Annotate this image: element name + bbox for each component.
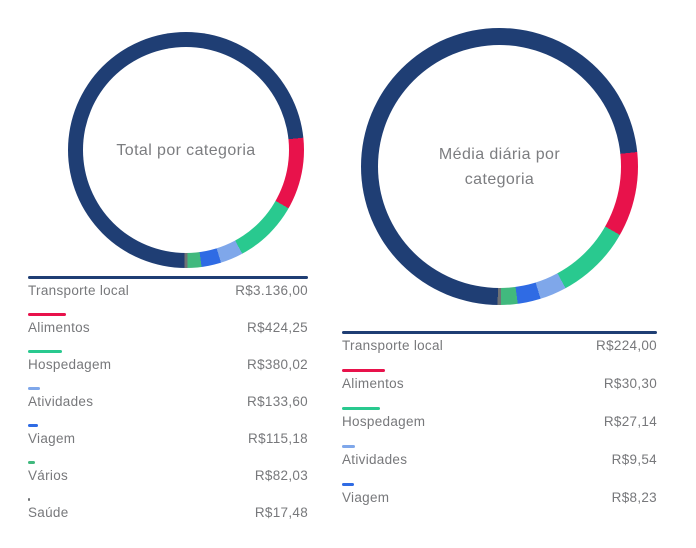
- legend-swatch: [28, 424, 39, 427]
- legend-item[interactable]: Atividades R$9,54: [342, 445, 657, 483]
- legend-value: R$17,48: [254, 505, 308, 520]
- legend-value: R$3.136,00: [235, 283, 308, 298]
- legend-value: R$8,23: [611, 490, 657, 505]
- chart-title-media-diaria-por-categoria: Média diária por categoria: [438, 145, 561, 188]
- legend-value: R$27,14: [603, 414, 657, 429]
- legend-label: Hospedagem: [342, 414, 426, 429]
- legend-item[interactable]: Atividades R$133,60: [28, 387, 308, 424]
- legend-label: Hospedagem: [28, 357, 112, 372]
- legend-swatch: [342, 407, 381, 410]
- legend-label: Transporte local: [28, 283, 130, 298]
- legend-value: R$82,03: [254, 468, 308, 483]
- legend-item[interactable]: Viagem R$115,18: [28, 424, 308, 461]
- legend-item[interactable]: Hospedagem R$27,14: [342, 407, 657, 445]
- legend-item[interactable]: Transporte local R$3.136,00: [28, 276, 308, 313]
- legend-swatch: [342, 483, 354, 486]
- legend-swatch: [342, 445, 356, 448]
- legend-swatch: [28, 350, 62, 353]
- legend-item[interactable]: Viagem R$8,23: [342, 483, 657, 521]
- legend-label: Viagem: [342, 490, 390, 505]
- donut-hole: Total por categoria: [83, 47, 289, 253]
- legend-label: Atividades: [28, 394, 94, 409]
- legend-label: Alimentos: [28, 320, 90, 335]
- legend-item[interactable]: Alimentos R$30,30: [342, 369, 657, 407]
- legend-label: Atividades: [342, 452, 408, 467]
- legend-label: Vários: [28, 468, 69, 483]
- legend-item[interactable]: Transporte local R$224,00: [342, 331, 657, 369]
- legend-item[interactable]: Alimentos R$424,25: [28, 313, 308, 350]
- chart-title-total-por-categoria: Total por categoria: [116, 141, 256, 159]
- legend-value: R$115,18: [248, 431, 308, 446]
- legend-item[interactable]: Hospedagem R$380,02: [28, 350, 308, 387]
- legend-total-por-categoria: Transporte local R$3.136,00 Alimentos R$…: [28, 276, 308, 535]
- legend-value: R$9,54: [611, 452, 657, 467]
- legend-swatch: [342, 331, 657, 334]
- legend-value: R$30,30: [603, 376, 657, 391]
- legend-media-diaria-por-categoria: Transporte local R$224,00 Alimentos R$30…: [342, 331, 657, 521]
- donut-chart-media-diaria-por-categoria[interactable]: Média diária por categoria: [361, 28, 638, 305]
- legend-label: Transporte local: [342, 338, 444, 353]
- legend-value: R$424,25: [247, 320, 308, 335]
- donut-chart-total-por-categoria[interactable]: Total por categoria: [68, 32, 304, 268]
- legend-label: Saúde: [28, 505, 69, 520]
- legend-item[interactable]: Vários R$82,03: [28, 461, 308, 498]
- legend-swatch: [28, 498, 30, 501]
- legend-value: R$224,00: [596, 338, 657, 353]
- legend-swatch: [28, 461, 36, 464]
- legend-swatch: [28, 276, 308, 279]
- legend-swatch: [28, 387, 40, 390]
- legend-label: Viagem: [28, 431, 76, 446]
- legend-label: Alimentos: [342, 376, 404, 391]
- legend-item[interactable]: Saúde R$17,48: [28, 498, 308, 535]
- donut-hole: Média diária por categoria: [378, 45, 621, 288]
- legend-value: R$380,02: [247, 357, 308, 372]
- legend-swatch: [28, 313, 66, 316]
- legend-swatch: [342, 369, 385, 372]
- legend-value: R$133,60: [247, 394, 308, 409]
